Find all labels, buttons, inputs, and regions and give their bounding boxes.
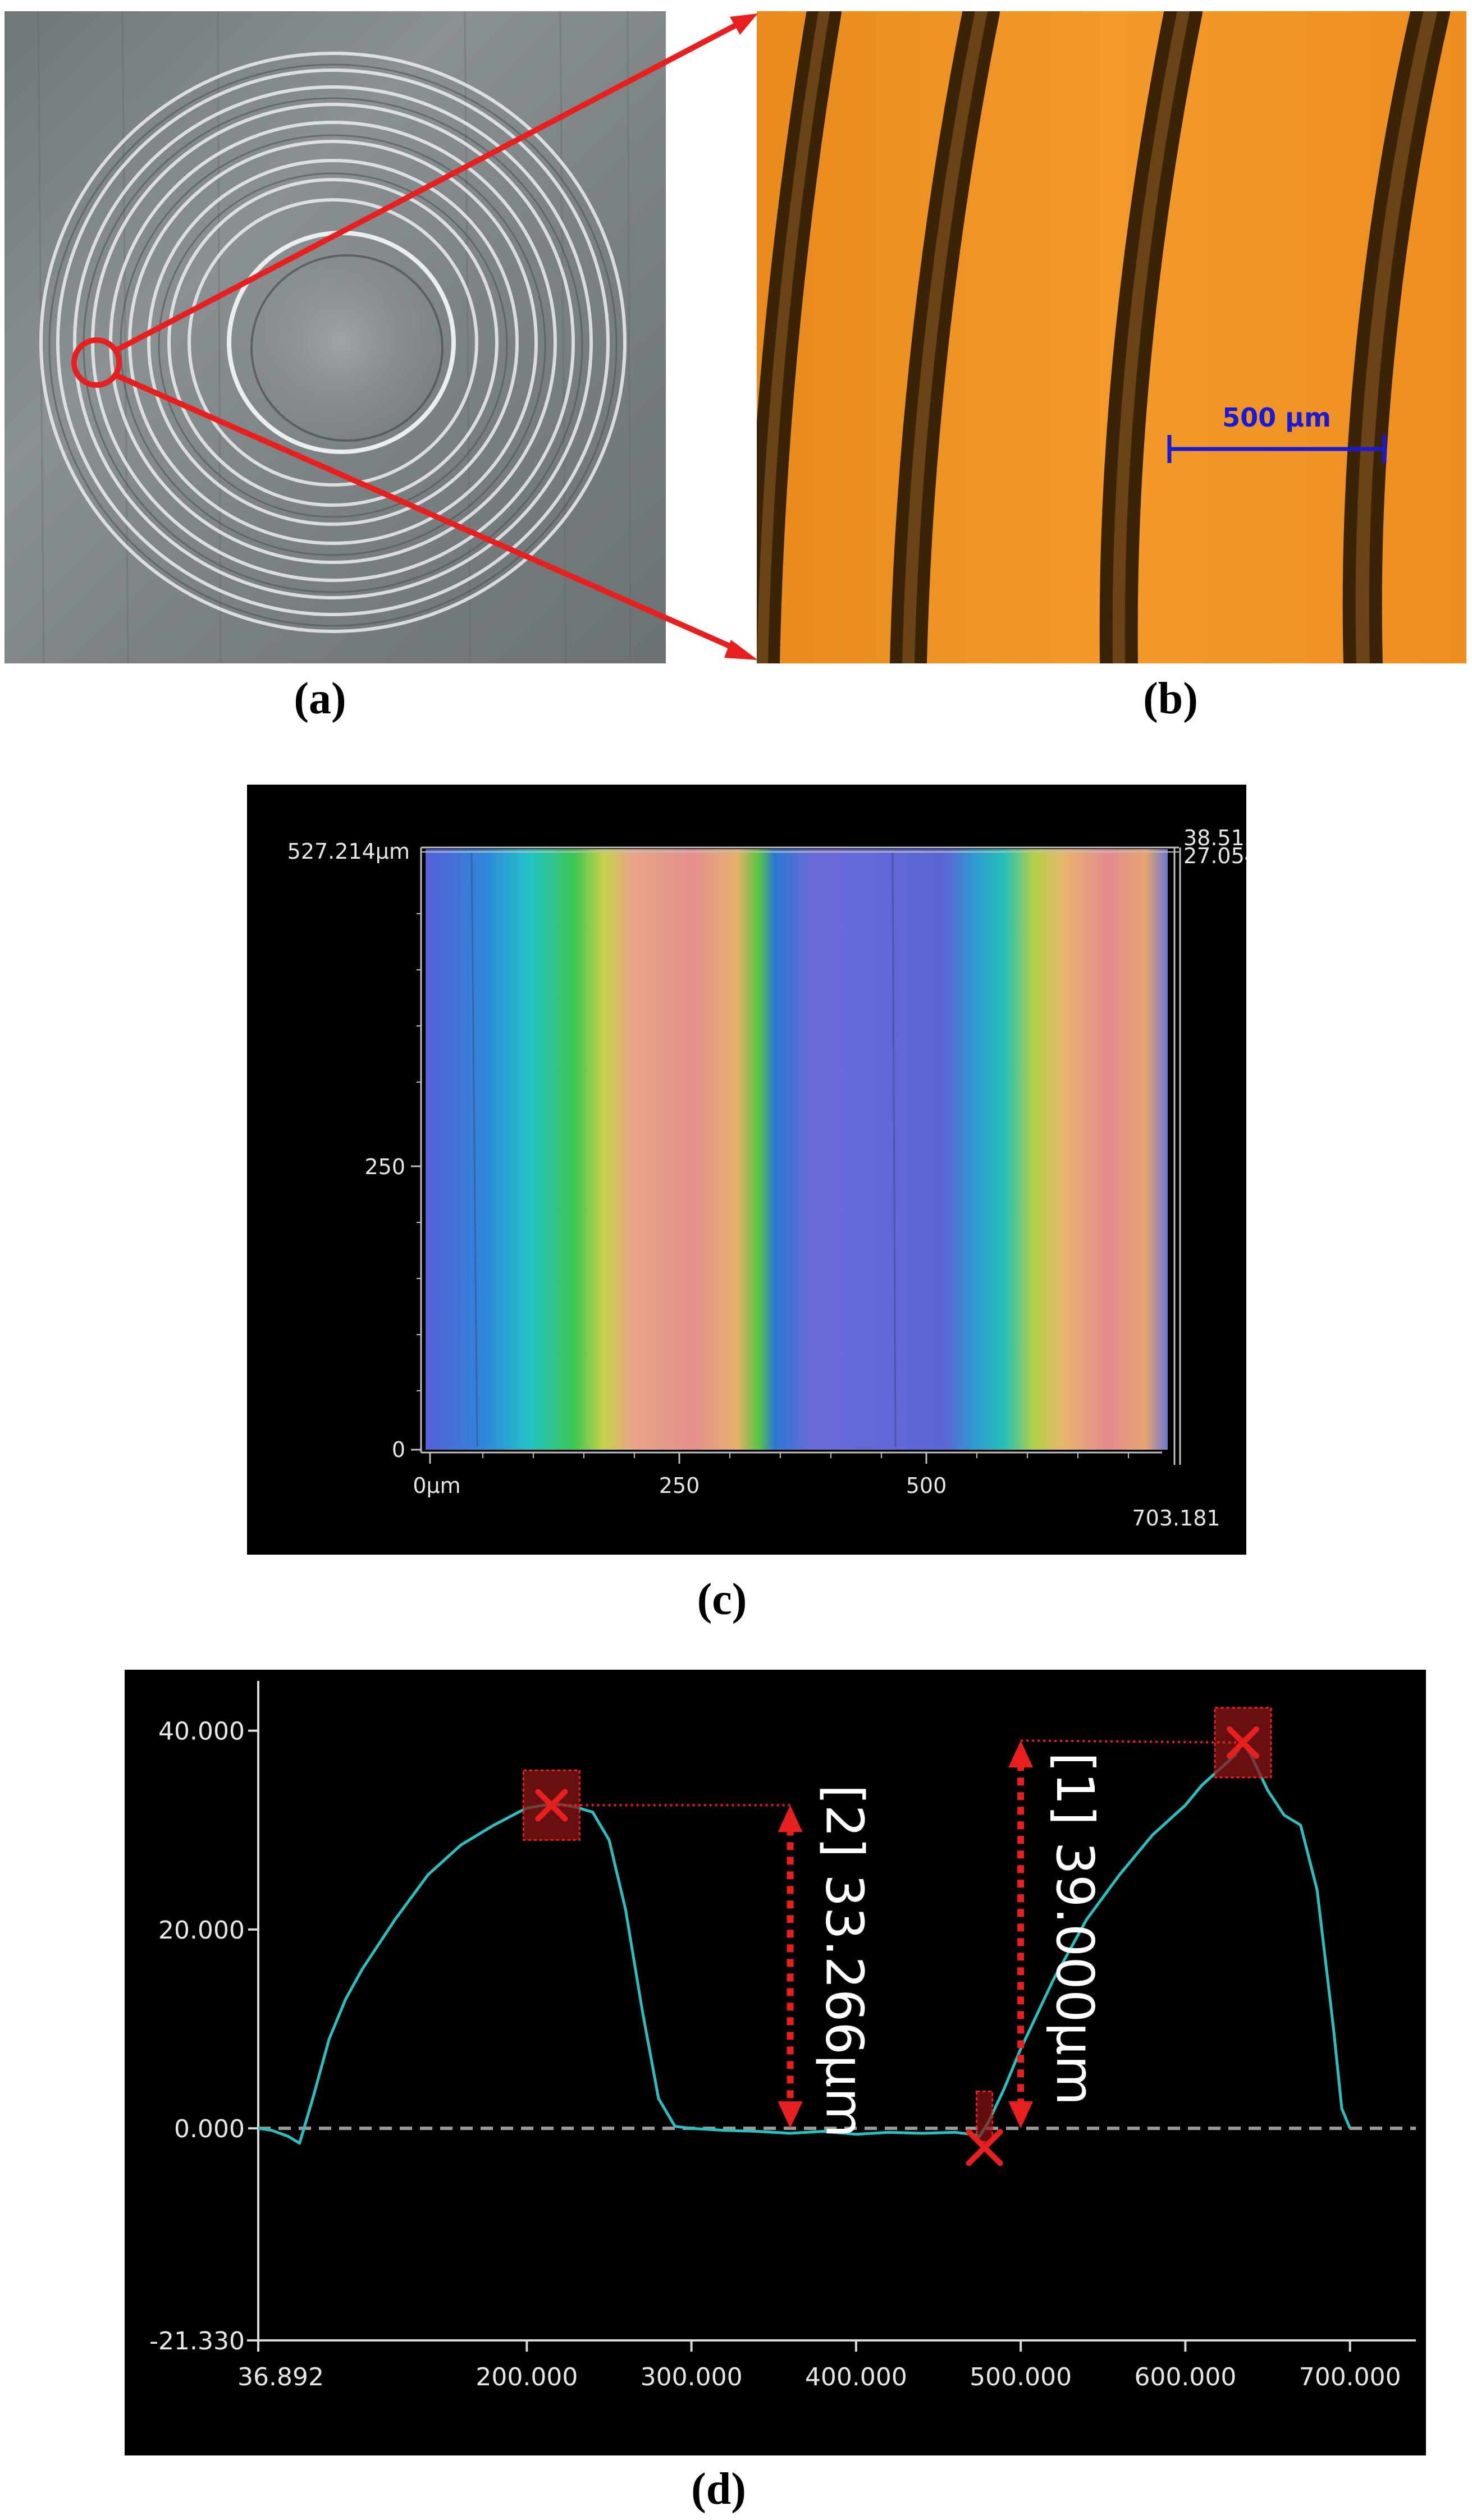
x-tick-label: 250 (659, 1473, 700, 1498)
arrowhead-up (1008, 1740, 1034, 1768)
panel-b-micrograph: 500 µm (757, 11, 1466, 663)
caption-d: (d) (691, 2464, 746, 2514)
x-tick-label: 600.000 (1134, 2363, 1236, 2391)
arrowhead-top (730, 13, 758, 35)
caption-c: (c) (697, 1575, 747, 1624)
x-tick-label: 700.000 (1299, 2363, 1401, 2391)
y-tick-label: 250 (364, 1154, 405, 1179)
x-tick-label: 500.000 (970, 2363, 1072, 2391)
arrowhead-down (778, 2101, 803, 2129)
caption-a: (a) (294, 674, 346, 723)
peak-marker-x (535, 1789, 568, 1822)
panel-c-surface-map: 527.214µm 38.515µm 27.054 250 0 0µm 250 … (247, 785, 1246, 1555)
z-bottom-label: 27.054 (1183, 844, 1246, 868)
zoom-callout (71, 13, 758, 660)
x-tick-label: 36.892 (237, 2363, 324, 2391)
z-top-label: 38.515µm (1183, 826, 1246, 850)
profile-chart: [2] 33.266µm [1] 39.000µm 40.000 20.000 0.0… (149, 1681, 1416, 2391)
y-tick-label: 20.000 (158, 1916, 245, 1945)
surface-map-image: 527.214µm 38.515µm 27.054 250 0 0µm 250 … (287, 826, 1246, 1531)
arrowhead-up (778, 1805, 803, 1832)
base-marker-box (976, 2090, 994, 2143)
panel-d-profile-chart: [2] 33.266µm [1] 39.000µm 40.000 20.000 0.0… (125, 1670, 1426, 2455)
x-tick-label: 0µm (413, 1473, 460, 1498)
arrowhead-down (1008, 2101, 1034, 2129)
y-tick-label: 0.000 (174, 2115, 245, 2143)
zoom-circle (71, 337, 122, 388)
groove-stripes (757, 11, 1450, 663)
x-tick-label: 200.000 (476, 2363, 578, 2391)
measurement-label: [2] 33.266µm (815, 1784, 875, 2138)
peak-marker-x (1227, 1726, 1260, 1759)
measurement-2: [1] 39.000µm (966, 1707, 1272, 2166)
y-tick-label: 40.000 (158, 1717, 245, 1746)
y-max-label: 527.214µm (287, 839, 410, 864)
leader-line (1021, 1739, 1244, 1744)
zoom-arrow-top (113, 20, 743, 354)
scale-bar-label: 500 µm (1222, 402, 1331, 433)
arrowhead-bottom (724, 640, 758, 660)
x-tick-label: 500 (906, 1473, 947, 1498)
concentric-grooves (39, 52, 627, 633)
measurement-1: [2] 33.266µm (522, 1769, 875, 2138)
x-tick-label: 703.181 (1132, 1506, 1220, 1531)
surface-height-map (426, 849, 1168, 1450)
x-tick-label: 300.000 (641, 2363, 743, 2391)
scale-bar: 500 µm (1167, 402, 1387, 463)
x-tick-label: 400.000 (805, 2363, 907, 2391)
zoom-arrow-bottom (113, 372, 743, 654)
y-tick-label: 0 (392, 1437, 405, 1462)
profile-line (258, 1741, 1352, 2145)
y-tick-label: -21.330 (149, 2327, 245, 2356)
micrograph-image: 500 µm (757, 11, 1466, 663)
base-marker-x (966, 2129, 1003, 2166)
caption-b: (b) (1143, 674, 1198, 723)
measurement-label: [1] 39.000µm (1045, 1752, 1105, 2106)
